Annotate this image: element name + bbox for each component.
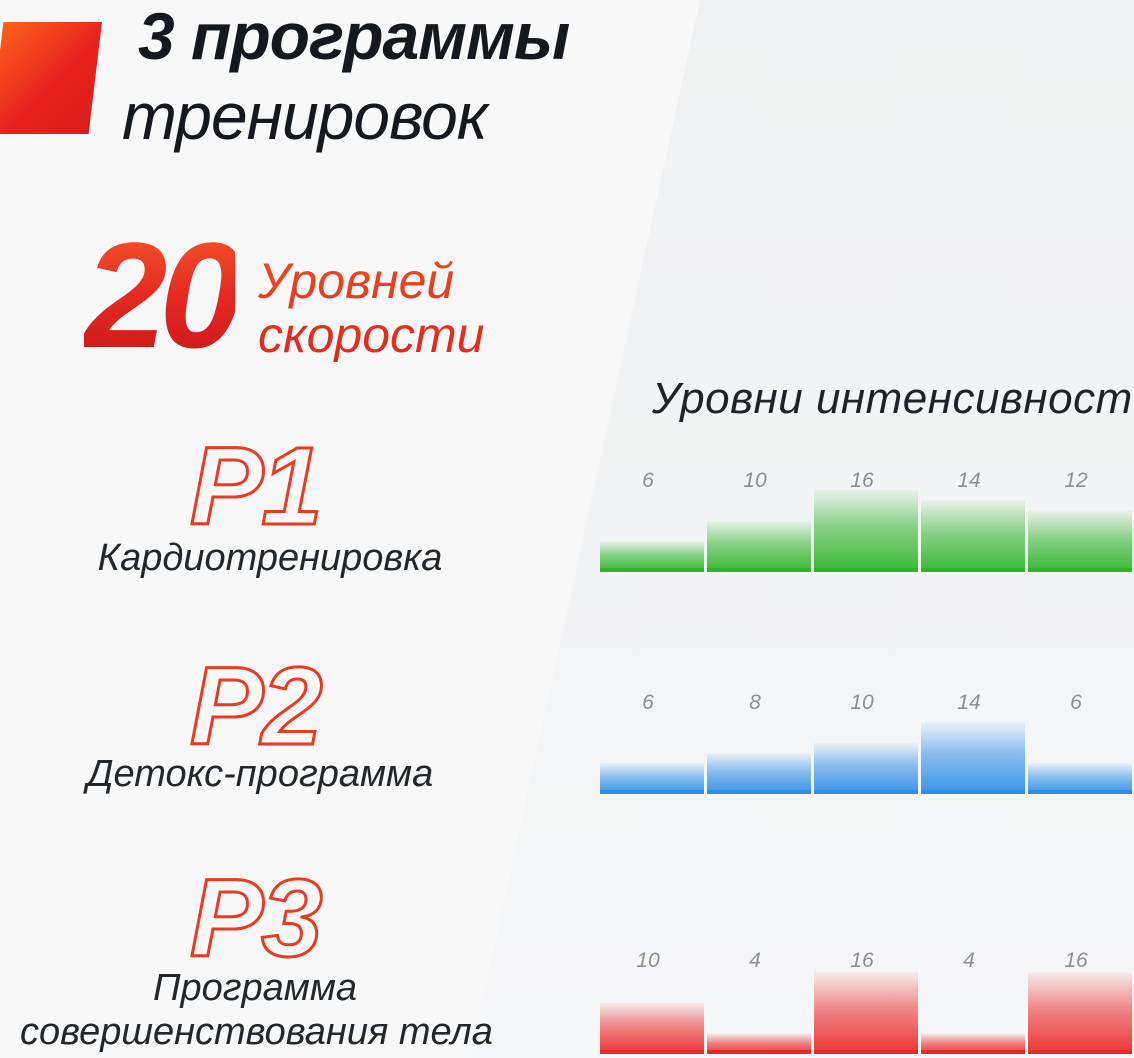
program-name-p3: Программа совершенствования тела	[20, 966, 493, 1054]
program-code-p2: P2	[189, 645, 325, 768]
bar-p2-5	[1028, 763, 1132, 794]
value-label-p3-1: 10	[636, 949, 660, 972]
bar-p3-4	[921, 1033, 1025, 1054]
value-label-p1-4: 14	[957, 469, 980, 492]
bar-p1-5	[1028, 510, 1132, 572]
value-label-p2-2: 8	[749, 691, 761, 714]
brand-accent-shape	[0, 22, 102, 134]
speed-levels-number: 20	[84, 211, 243, 379]
bar-base-p1-4	[921, 568, 1025, 572]
program-name-p2-line: Детокс-программа	[86, 753, 434, 795]
program-name-p1-line: Кардиотренировка	[97, 537, 443, 579]
bar-base-p2-4	[921, 790, 1025, 794]
value-label-p1-1: 6	[642, 469, 654, 492]
value-label-p1-3: 16	[850, 469, 874, 492]
bar-base-p1-1	[600, 568, 704, 572]
bar-p1-3	[814, 490, 918, 572]
bar-base-p2-2	[707, 790, 811, 794]
bar-p3-3	[814, 972, 918, 1054]
bar-base-p1-3	[814, 568, 918, 572]
value-label-p2-3: 10	[850, 691, 874, 714]
bar-base-p3-5	[1028, 1050, 1132, 1054]
page-title-line2: тренировок	[122, 79, 488, 153]
value-label-p2-5: 6	[1070, 691, 1082, 714]
program-code-p1: P1	[189, 425, 325, 548]
bar-base-p2-5	[1028, 790, 1132, 794]
bar-p1-2	[707, 520, 811, 572]
value-label-p2-1: 6	[642, 691, 654, 714]
program-name-p3-line2: совершенствования тела	[20, 1011, 493, 1053]
bar-base-p3-1	[600, 1050, 704, 1054]
value-label-p3-5: 16	[1064, 949, 1088, 972]
value-label-p1-2: 10	[743, 469, 767, 492]
bar-p2-4	[921, 722, 1025, 794]
bar-base-p3-3	[814, 1050, 918, 1054]
chart-title: Уровни интенсивности	[652, 374, 1134, 423]
bar-base-p1-2	[707, 568, 811, 572]
program-name-p2: Детокс-программа	[30, 752, 490, 796]
bar-p1-1	[600, 541, 704, 572]
bar-base-p3-2	[707, 1050, 811, 1054]
bar-p2-1	[600, 763, 704, 794]
bar-base-p2-3	[814, 790, 918, 794]
value-label-p2-4: 14	[957, 691, 980, 714]
page-title-line1: 3 программы	[138, 0, 570, 73]
bar-p2-3	[814, 742, 918, 794]
value-label-p3-4: 4	[963, 949, 975, 972]
bar-p3-1	[600, 1002, 704, 1054]
program-name-p1: Кардиотренировка	[40, 536, 500, 580]
bar-p1-4	[921, 500, 1025, 572]
program-code-p3: P3	[189, 857, 325, 980]
program-name-p3-line1: Программа	[152, 967, 358, 1009]
bar-base-p2-1	[600, 790, 704, 794]
bar-base-p1-5	[1028, 568, 1132, 572]
bar-base-p3-4	[921, 1050, 1025, 1054]
value-label-p3-2: 4	[749, 949, 761, 972]
value-label-p3-3: 16	[850, 949, 874, 972]
bar-p3-2	[707, 1033, 811, 1054]
bar-p3-5	[1028, 972, 1132, 1054]
value-label-p1-5: 12	[1064, 469, 1088, 492]
bar-p2-2	[707, 753, 811, 794]
